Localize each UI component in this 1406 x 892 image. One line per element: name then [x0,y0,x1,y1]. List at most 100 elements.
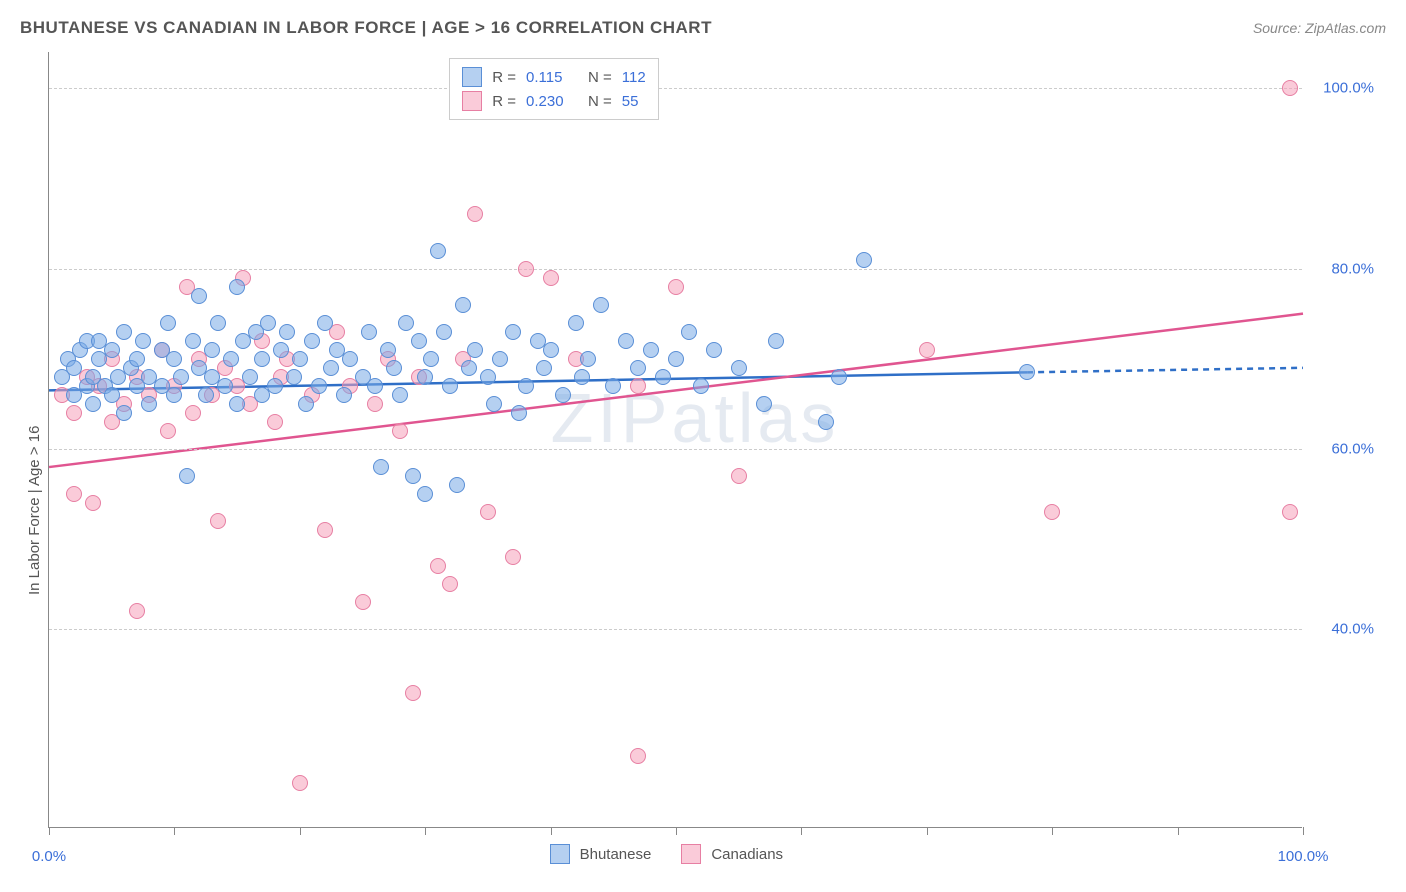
data-point [185,405,201,421]
data-point [254,351,270,367]
data-point [342,351,358,367]
data-point [655,369,671,385]
legend-n-value: 112 [622,69,646,86]
legend-swatch [462,91,482,111]
data-point [179,468,195,484]
data-point [1282,504,1298,520]
data-point [536,360,552,376]
data-point [630,378,646,394]
legend-n-prefix: N = [588,93,612,110]
data-point [85,396,101,412]
data-point [919,342,935,358]
data-point [643,342,659,358]
legend-r-value: 0.230 [526,93,578,110]
data-point [373,459,389,475]
data-point [267,378,283,394]
data-point [831,369,847,385]
data-point [292,351,308,367]
y-tick-label: 40.0% [1331,621,1374,638]
data-point [210,315,226,331]
data-point [1282,80,1298,96]
data-point [355,594,371,610]
data-point [380,342,396,358]
data-point [286,369,302,385]
x-tick [174,827,175,835]
data-point [442,378,458,394]
data-point [449,477,465,493]
data-point [681,324,697,340]
data-point [129,603,145,619]
data-point [191,288,207,304]
data-point [731,360,747,376]
data-point [129,351,145,367]
data-point [856,252,872,268]
data-point [336,387,352,403]
data-point [731,468,747,484]
x-tick [676,827,677,835]
data-point [392,387,408,403]
data-point [505,324,521,340]
trend-lines [49,52,1303,828]
data-point [480,369,496,385]
legend-swatch [462,67,482,87]
chart-title: BHUTANESE VS CANADIAN IN LABOR FORCE | A… [20,18,712,38]
data-point [461,360,477,376]
data-point [160,423,176,439]
x-tick [425,827,426,835]
series-legend-item: Canadians [681,842,783,866]
data-point [417,369,433,385]
data-point [166,351,182,367]
data-point [518,378,534,394]
data-point [618,333,634,349]
data-point [210,513,226,529]
data-point [1019,364,1035,380]
data-point [574,369,590,385]
data-point [304,333,320,349]
legend-r-prefix: R = [492,69,516,86]
data-point [398,315,414,331]
data-point [85,495,101,511]
data-point [229,279,245,295]
data-point [668,279,684,295]
gridline [49,88,1302,89]
data-point [204,342,220,358]
data-point [292,775,308,791]
data-point [768,333,784,349]
gridline [49,269,1302,270]
data-point [630,360,646,376]
data-point [605,378,621,394]
x-tick [551,827,552,835]
data-point [455,297,471,313]
legend-row: R =0.230N =55 [462,89,645,113]
series-legend: Bhutanese Canadians [550,842,783,866]
data-point [317,522,333,538]
data-point [135,333,151,349]
data-point [279,324,295,340]
data-point [411,333,427,349]
data-point [166,387,182,403]
data-point [480,504,496,520]
data-point [311,378,327,394]
data-point [267,414,283,430]
data-point [160,315,176,331]
series-label: Bhutanese [580,846,652,863]
data-point [818,414,834,430]
series-legend-item: Bhutanese [550,842,652,866]
data-point [116,405,132,421]
data-point [630,748,646,764]
data-point [361,324,377,340]
correlation-chart: BHUTANESE VS CANADIAN IN LABOR FORCE | A… [0,0,1406,892]
data-point [1044,504,1060,520]
y-tick-label: 60.0% [1331,441,1374,458]
data-point [668,351,684,367]
x-tick [801,827,802,835]
data-point [430,558,446,574]
data-point [543,342,559,358]
data-point [505,549,521,565]
data-point [386,360,402,376]
legend-n-value: 55 [622,93,639,110]
data-point [511,405,527,421]
gridline [49,449,1302,450]
data-point [756,396,772,412]
x-tick [300,827,301,835]
